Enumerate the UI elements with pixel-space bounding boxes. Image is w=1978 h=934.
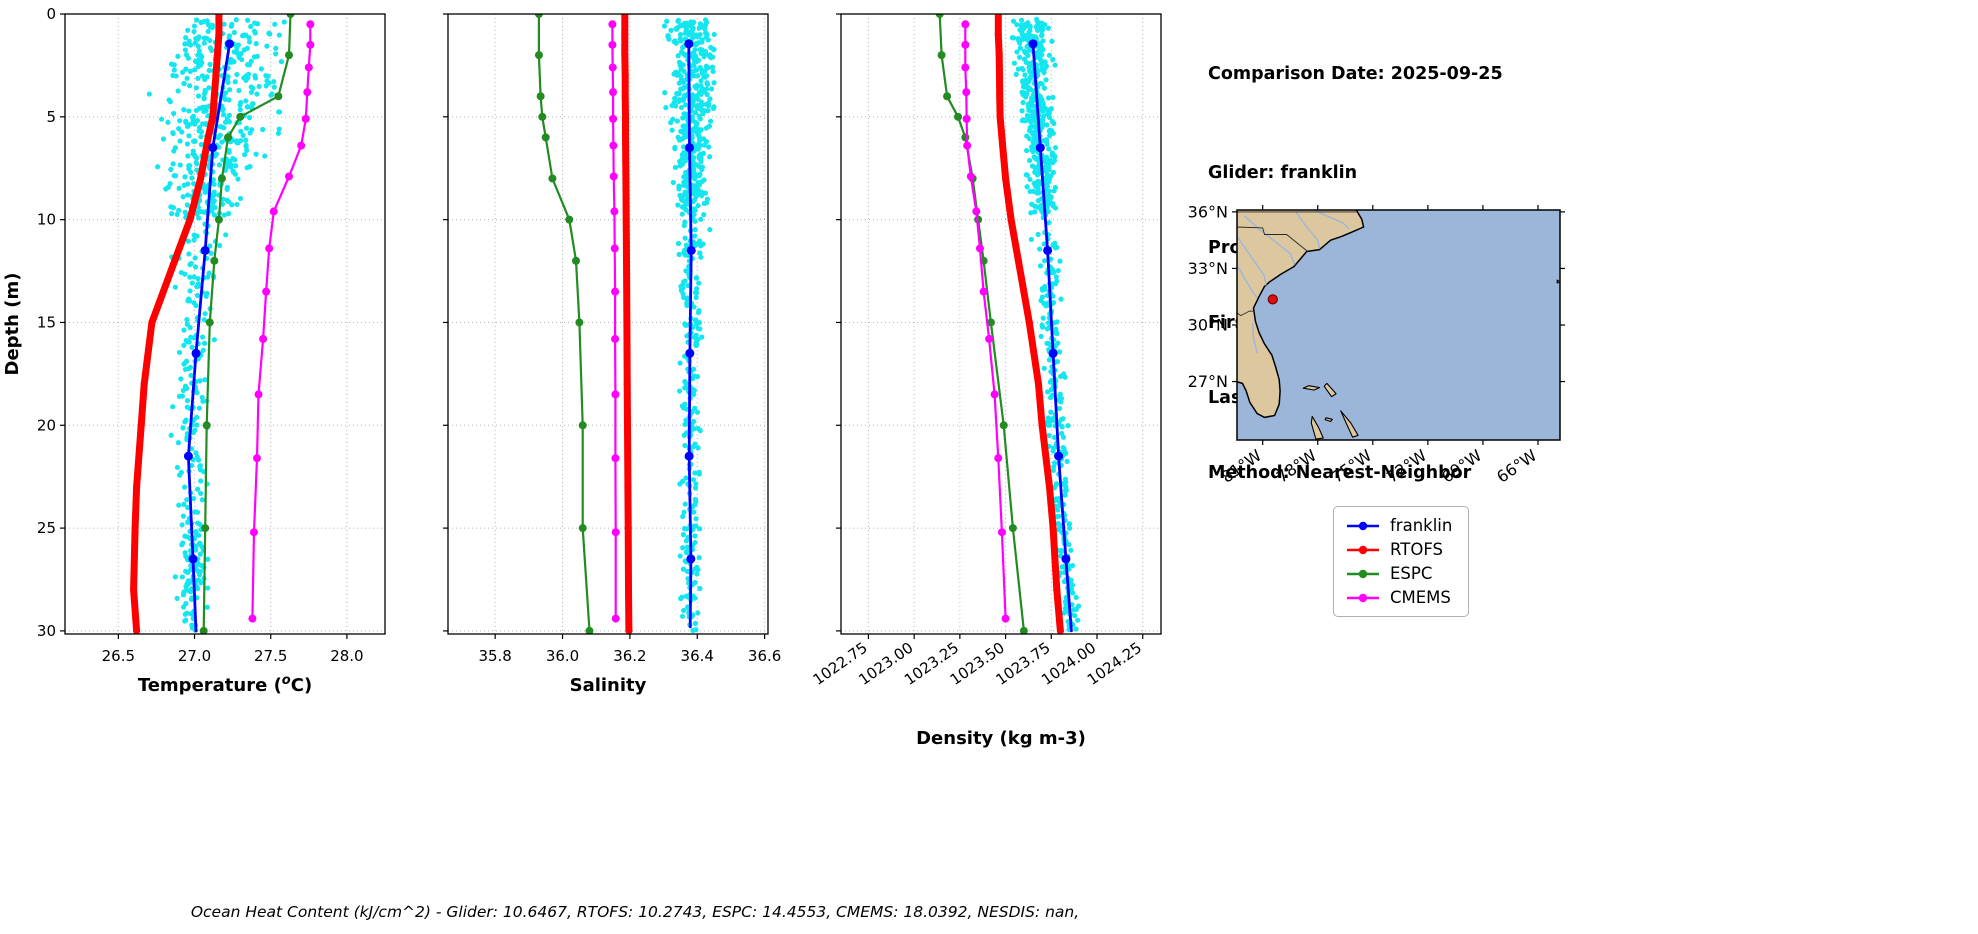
svg-text:27°N: 27°N — [1188, 372, 1228, 391]
river — [1251, 323, 1258, 354]
gridlines — [448, 13, 768, 634]
espc-series — [534, 14, 594, 634]
legend-label-espc: ESPC — [1390, 564, 1433, 583]
state-border — [1237, 226, 1308, 252]
espc-series — [199, 14, 295, 634]
rtofs-series — [130, 14, 223, 634]
svg-text:36.2: 36.2 — [613, 647, 646, 665]
svg-text:36.6: 36.6 — [748, 647, 781, 665]
salinity-profile-chart: 35.8 36.0 36.2 36.4 36.6 Salinity — [443, 13, 781, 696]
comparison-date-text: Comparison Date: 2025-09-25 — [1208, 64, 1503, 84]
svg-text:81°W: 81°W — [1218, 446, 1265, 487]
temperature-profile-chart: 26.5 27.0 27.5 28.0 0 5 10 15 20 25 30 Temperature … — [2, 5, 386, 696]
svg-text:26.5: 26.5 — [102, 647, 135, 665]
island — [1340, 410, 1359, 438]
ocean-heat-content-note: Ocean Heat Content (kJ/cm^2) - Glider: 1… — [190, 903, 1080, 921]
franklin-line-swatch — [1347, 521, 1379, 530]
svg-text:69°W: 69°W — [1438, 446, 1485, 487]
svg-text:28.0: 28.0 — [330, 647, 363, 665]
svg-text:66°W: 66°W — [1493, 446, 1540, 487]
svg-text:36°N: 36°N — [1188, 202, 1228, 221]
franklin-series — [684, 39, 696, 629]
state-border — [1237, 310, 1255, 317]
svg-text:35.8: 35.8 — [478, 647, 511, 665]
legend-label-rtofs: RTOFS — [1390, 540, 1444, 559]
glider-scatter-points — [661, 17, 717, 633]
rtofs-line-swatch — [1347, 545, 1379, 554]
legend-item-espc: ESPC — [1345, 564, 1452, 583]
glider-name-text: Glider: franklin — [1208, 163, 1358, 183]
svg-text:Depth (m): Depth (m) — [2, 273, 23, 376]
svg-text:27.5: 27.5 — [254, 647, 287, 665]
cmems-series — [248, 20, 315, 623]
svg-text:20: 20 — [37, 416, 56, 434]
island — [1324, 417, 1333, 423]
chart-legend: franklin RTOFS ESPC CMEMS — [1333, 506, 1470, 617]
svg-text:Density (kg m-3): Density (kg m-3) — [916, 728, 1086, 749]
rtofs-series — [621, 14, 633, 634]
river — [1313, 210, 1350, 230]
svg-text:75°W: 75°W — [1328, 446, 1375, 487]
cmems-series — [961, 20, 1010, 623]
svg-text:25: 25 — [37, 519, 56, 537]
svg-text:Temperature (oC): Temperature (oC) — [138, 673, 312, 696]
svg-text:5: 5 — [46, 108, 56, 126]
glider-position-marker — [1267, 294, 1278, 305]
land-coastline — [1237, 210, 1365, 419]
svg-text:72°W: 72°W — [1383, 446, 1430, 487]
density-profile-chart: 1022.751023.001023.251023.501023.751024.… — [810, 13, 1162, 749]
glider-location-map: 36°N 33°N 30°N 27°N 81°W 78°W 75°W 72°W 69°W 66°W — [1188, 202, 1565, 487]
cmems-line-swatch — [1347, 593, 1379, 602]
svg-text:15: 15 — [37, 313, 56, 331]
legend-label-franklin: franklin — [1390, 516, 1453, 535]
svg-text:Salinity: Salinity — [570, 675, 647, 696]
franklin-series — [1028, 39, 1073, 633]
svg-text:78°W: 78°W — [1273, 446, 1320, 487]
glider-scatter-points — [1009, 16, 1082, 633]
legend-item-franklin: franklin — [1345, 516, 1452, 535]
svg-text:27.0: 27.0 — [178, 647, 211, 665]
gridlines — [65, 13, 385, 634]
method-text: Method: Nearest-Neighbor — [1208, 463, 1472, 483]
legend-item-cmems: CMEMS — [1345, 588, 1452, 607]
svg-text:36.4: 36.4 — [681, 647, 714, 665]
svg-text:0: 0 — [46, 5, 56, 23]
svg-text:36.0: 36.0 — [546, 647, 579, 665]
river — [1237, 235, 1267, 286]
svg-text:30: 30 — [37, 622, 56, 640]
svg-text:10: 10 — [37, 211, 56, 229]
island — [1310, 415, 1324, 440]
franklin-series — [183, 39, 235, 633]
island — [1302, 385, 1321, 391]
legend-label-cmems: CMEMS — [1390, 588, 1451, 607]
cmems-series — [608, 20, 620, 623]
river — [1295, 211, 1321, 249]
rtofs-series — [994, 14, 1064, 634]
legend-item-rtofs: RTOFS — [1345, 540, 1452, 559]
river — [1243, 215, 1296, 265]
espc-line-swatch — [1347, 569, 1379, 578]
svg-text:30°N: 30°N — [1188, 316, 1228, 335]
river — [1237, 264, 1258, 299]
island — [1323, 382, 1337, 398]
svg-text:33°N: 33°N — [1188, 259, 1228, 278]
